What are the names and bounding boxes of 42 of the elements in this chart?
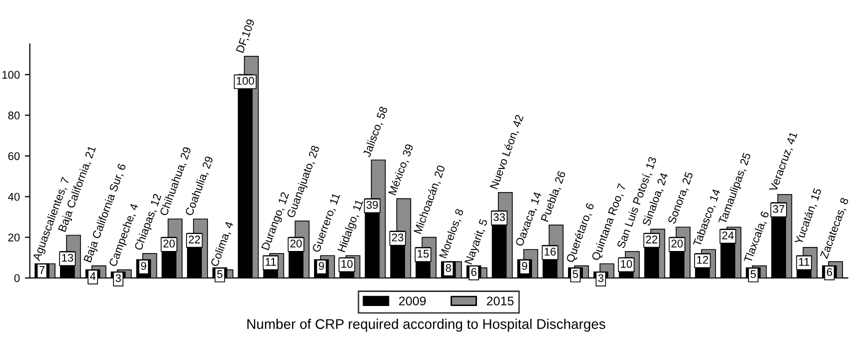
data-label: 39 bbox=[366, 200, 378, 209]
y-tick-label: 20 bbox=[8, 234, 20, 242]
data-label: 6 bbox=[826, 268, 832, 276]
y-tick-label: 80 bbox=[8, 112, 20, 120]
data-label: 7 bbox=[39, 266, 45, 274]
data-label: DF,109 bbox=[236, 18, 256, 54]
data-label: 11 bbox=[266, 258, 276, 266]
y-tick-label: 40 bbox=[8, 192, 20, 201]
data-label: 22 bbox=[646, 236, 658, 244]
data-label: 5 bbox=[572, 270, 578, 278]
data-label: 4 bbox=[90, 272, 96, 280]
data-label: Nuevo Léon, 42 bbox=[489, 114, 525, 190]
data-label: 20 bbox=[163, 240, 175, 248]
y-tick-label: 100 bbox=[2, 70, 20, 79]
data-label: 15 bbox=[418, 250, 429, 258]
data-label: 20 bbox=[290, 240, 302, 248]
data-label: 5 bbox=[750, 270, 756, 278]
data-label: 3 bbox=[116, 274, 121, 282]
legend-label: 2009 bbox=[399, 296, 426, 306]
data-label: 33 bbox=[493, 213, 505, 222]
data-label: 10 bbox=[620, 260, 632, 268]
data-label: 16 bbox=[544, 248, 556, 256]
data-label: 22 bbox=[188, 236, 200, 244]
data-label: 5 bbox=[217, 270, 222, 278]
data-label: 8 bbox=[446, 264, 452, 272]
data-label: 9 bbox=[141, 262, 146, 270]
data-label: 6 bbox=[471, 268, 476, 276]
y-tick-label: 60 bbox=[8, 152, 20, 160]
data-label: 24 bbox=[722, 231, 734, 240]
data-label: 11 bbox=[799, 258, 810, 266]
data-label: 20 bbox=[671, 240, 683, 248]
data-label: 10 bbox=[341, 260, 353, 268]
data-label: 9 bbox=[318, 262, 324, 270]
legend-label: 2015 bbox=[486, 296, 514, 306]
data-label: 12 bbox=[697, 256, 708, 264]
data-label: 9 bbox=[522, 262, 528, 270]
data-label: 3 bbox=[598, 274, 604, 282]
data-label: 100 bbox=[236, 76, 254, 85]
x-axis-title: Number of CRP required according to Hospital Discharges bbox=[247, 318, 606, 332]
data-label: 23 bbox=[392, 234, 404, 242]
data-label: 37 bbox=[772, 205, 784, 213]
y-tick-label: 0 bbox=[14, 274, 20, 282]
